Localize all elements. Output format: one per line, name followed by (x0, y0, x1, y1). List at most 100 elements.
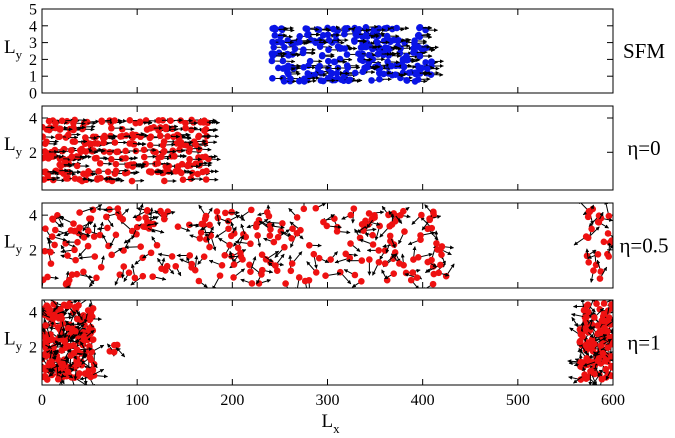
particle-point (42, 149, 50, 156)
y-axis-label: Ly (4, 329, 23, 354)
particle-point (315, 254, 323, 262)
particle-point (80, 234, 88, 241)
particle-point (76, 146, 84, 154)
particle-point (62, 240, 69, 247)
particle-point (287, 75, 294, 83)
particle-point (269, 38, 276, 46)
particle-point (112, 160, 120, 168)
particle-point (186, 145, 194, 152)
particle-point (301, 78, 308, 85)
particle-point (93, 154, 100, 162)
y-axis-label-main: L (4, 329, 16, 350)
particle-point (252, 223, 260, 231)
particle-point (112, 231, 120, 239)
particle-point (86, 372, 94, 380)
particle-point (230, 261, 238, 268)
particle-point (97, 263, 105, 271)
particle-point (186, 252, 194, 259)
particle-point (112, 167, 120, 175)
particle-point (84, 307, 92, 314)
particle-point (591, 340, 598, 348)
particle-point (125, 269, 133, 276)
particle-point (438, 251, 445, 258)
particle-point (143, 207, 151, 215)
y-tick-label: 0 (29, 86, 37, 103)
particle-point (198, 220, 206, 228)
panel-frame (41, 202, 614, 289)
x-axis: 0 100 200 300 400 500 600 Lx (38, 392, 625, 436)
particle-point (118, 125, 126, 133)
particle-point (584, 234, 592, 242)
particle-point (190, 119, 197, 126)
particle-point (577, 376, 585, 383)
particle-point (320, 218, 327, 226)
particle-point (57, 162, 65, 170)
particle-point (384, 44, 391, 52)
x-tick-label: 600 (601, 392, 625, 409)
particle-point (414, 43, 422, 51)
velocity-arrow (612, 308, 613, 310)
particle-point (405, 69, 413, 77)
particle-point (608, 333, 613, 341)
particle-point (433, 240, 440, 247)
y-tick-label: 1 (29, 69, 37, 86)
particle-point (435, 269, 443, 277)
particle-point (222, 209, 229, 217)
particle-point (42, 364, 47, 372)
particle-point (76, 224, 83, 231)
particle-point (312, 204, 320, 212)
particle-point (42, 352, 47, 360)
particle-point (347, 211, 355, 219)
particle-point (296, 33, 304, 40)
panel-frame (41, 105, 614, 191)
particle-point (234, 244, 242, 252)
particle-point (87, 356, 95, 364)
particle-point (70, 220, 77, 227)
particle-point (584, 301, 592, 308)
particle-point (98, 118, 106, 125)
particle-point (154, 159, 162, 167)
particle-point (314, 64, 322, 72)
particle-point (417, 232, 424, 239)
particle-point (368, 77, 375, 84)
particle-point (126, 140, 133, 147)
particle-point (213, 208, 221, 215)
particle-point (369, 241, 377, 248)
particle-point (582, 342, 590, 349)
y-axis-label-main: L (4, 134, 16, 155)
particle-point (585, 207, 593, 215)
particle-point (291, 45, 299, 53)
x-tick-label: 0 (38, 392, 46, 409)
particle-point (203, 167, 210, 175)
particle-point (60, 301, 68, 309)
particle-point (246, 261, 253, 269)
particle-point (153, 241, 161, 249)
particle-point (172, 168, 179, 175)
particle-point (593, 300, 600, 308)
particle-point (68, 271, 76, 279)
particle-point (416, 52, 424, 60)
particle-point (42, 247, 49, 255)
particle-point (371, 214, 378, 221)
particle-point (289, 225, 296, 232)
particle-point (42, 340, 46, 347)
particle-point (140, 153, 148, 161)
particle-point (110, 341, 118, 349)
particle-point (57, 125, 64, 133)
velocity-arrow (611, 335, 613, 338)
particle-point (63, 279, 70, 287)
particle-point (71, 138, 79, 146)
particle-point (89, 305, 97, 312)
particle-point (89, 133, 97, 141)
particle-point (301, 277, 309, 285)
particle-point (182, 119, 189, 127)
particle-point (350, 205, 358, 212)
particle-point (383, 276, 391, 284)
x-axis-label-sub: x (333, 421, 340, 436)
particle-point (390, 270, 398, 277)
particle-point (322, 272, 329, 280)
particle-point (333, 69, 341, 77)
particle-point (179, 176, 187, 183)
particle-point (362, 43, 370, 51)
